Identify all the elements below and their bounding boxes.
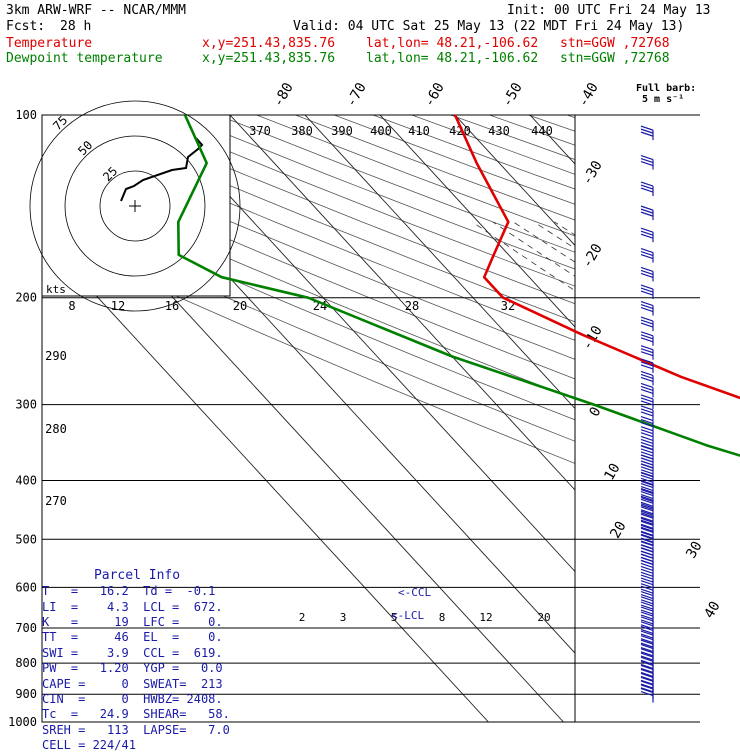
isotherm-label: -70	[343, 80, 370, 110]
mixing-ratio-label: 2	[299, 611, 306, 624]
theta-label: 380	[291, 124, 313, 138]
moist-adiabat	[657, 222, 740, 722]
pressure-label: 200	[15, 291, 37, 305]
mixing-ratio-label: 12	[479, 611, 492, 624]
hodograph-axis-label: 16	[165, 299, 179, 313]
parcel-info-row: TT = 46 EL = 0.	[42, 630, 223, 644]
pressure-label: 600	[15, 580, 37, 594]
parcel-info-row: LI = 4.3 LCL = 672.	[42, 600, 223, 614]
mixing-ratio-label: 3	[340, 611, 347, 624]
hodograph-units: kts	[46, 283, 66, 296]
parcel-info-title: Parcel Info	[42, 568, 232, 583]
isotherm-label: 30	[683, 539, 705, 562]
theta-label: 410	[408, 124, 430, 138]
parcel-info-row: CAPE = 0 SWEAT= 213	[42, 677, 223, 691]
dry-adiabat	[179, 115, 740, 722]
isotherm	[230, 115, 740, 722]
parcel-info-row: Tc = 24.9 SHEAR= 58.	[42, 707, 230, 721]
isotherm-label: 10	[601, 461, 623, 484]
pressure-label: 1000	[8, 715, 37, 729]
moist-adiabat	[575, 222, 740, 722]
mixing-ratio-label: 20	[537, 611, 550, 624]
theta-label: 370	[249, 124, 271, 138]
parcel-info-row: SWI = 3.9 CCL = 619.	[42, 646, 223, 660]
dry-adiabat	[412, 115, 740, 722]
parcel-info-row: T = 16.2 Td = -0.1	[42, 584, 215, 598]
dry-adiabat	[257, 115, 740, 722]
moist-adiabat	[534, 222, 740, 722]
isotherm-label: -30	[579, 158, 606, 188]
parcel-info-row: CIN = 0 HWBZ= 2408.	[42, 692, 223, 706]
isotherm-label: -60	[421, 80, 448, 110]
theta-label: 400	[370, 124, 392, 138]
hodograph-axis-label: 20	[233, 299, 247, 313]
theta-label: 440	[531, 124, 553, 138]
isotherm-label: -40	[575, 80, 602, 110]
isotherm-label: -20	[579, 241, 606, 271]
isotherm	[680, 115, 740, 722]
lcl-annotation: <-LCL	[391, 609, 424, 622]
isotherm	[605, 115, 740, 722]
isotherm-label: 20	[607, 519, 629, 542]
isotherm	[305, 115, 740, 722]
dewpoint-profile-line	[178, 115, 740, 698]
hodograph-axis-label: 8	[68, 299, 75, 313]
pressure-label: 800	[15, 656, 37, 670]
moist-adiabat	[616, 222, 740, 722]
pressure-label: 400	[15, 473, 37, 487]
mixing-ratio-label: 8	[439, 611, 446, 624]
ccl-annotation: <-CCL	[398, 586, 431, 599]
parcel-info-row: PW = 1.20 YGP = 0.0	[42, 661, 223, 675]
isotherm-label: 40	[701, 599, 723, 622]
theta-label-lower: 290	[45, 349, 67, 363]
pressure-label: 700	[15, 621, 37, 635]
hodograph-axis-label: 12	[111, 299, 125, 313]
parcel-info-row: SREH = 113 LAPSE= 7.0	[42, 723, 230, 737]
pressure-label: 300	[15, 398, 37, 412]
theta-label: 390	[331, 124, 353, 138]
pressure-label: 500	[15, 532, 37, 546]
theta-label-lower: 280	[45, 422, 67, 436]
wind-barbs	[641, 126, 653, 702]
moist-adiabat	[678, 222, 740, 722]
pressure-label: 900	[15, 687, 37, 701]
pressure-label: 100	[15, 108, 37, 122]
parcel-info-row: K = 19 LFC = 0.	[42, 615, 223, 629]
dry-adiabat	[218, 115, 740, 722]
theta-label-lower: 270	[45, 494, 67, 508]
dry-adiabat	[490, 115, 740, 722]
isotherm-label: -80	[270, 80, 297, 110]
theta-label: 430	[488, 124, 510, 138]
dry-adiabat	[373, 115, 740, 722]
parcel-info-row: CELL = 224/41	[42, 738, 136, 752]
isotherm-label: -50	[499, 80, 526, 110]
hodograph-axis-label: 28	[405, 299, 419, 313]
